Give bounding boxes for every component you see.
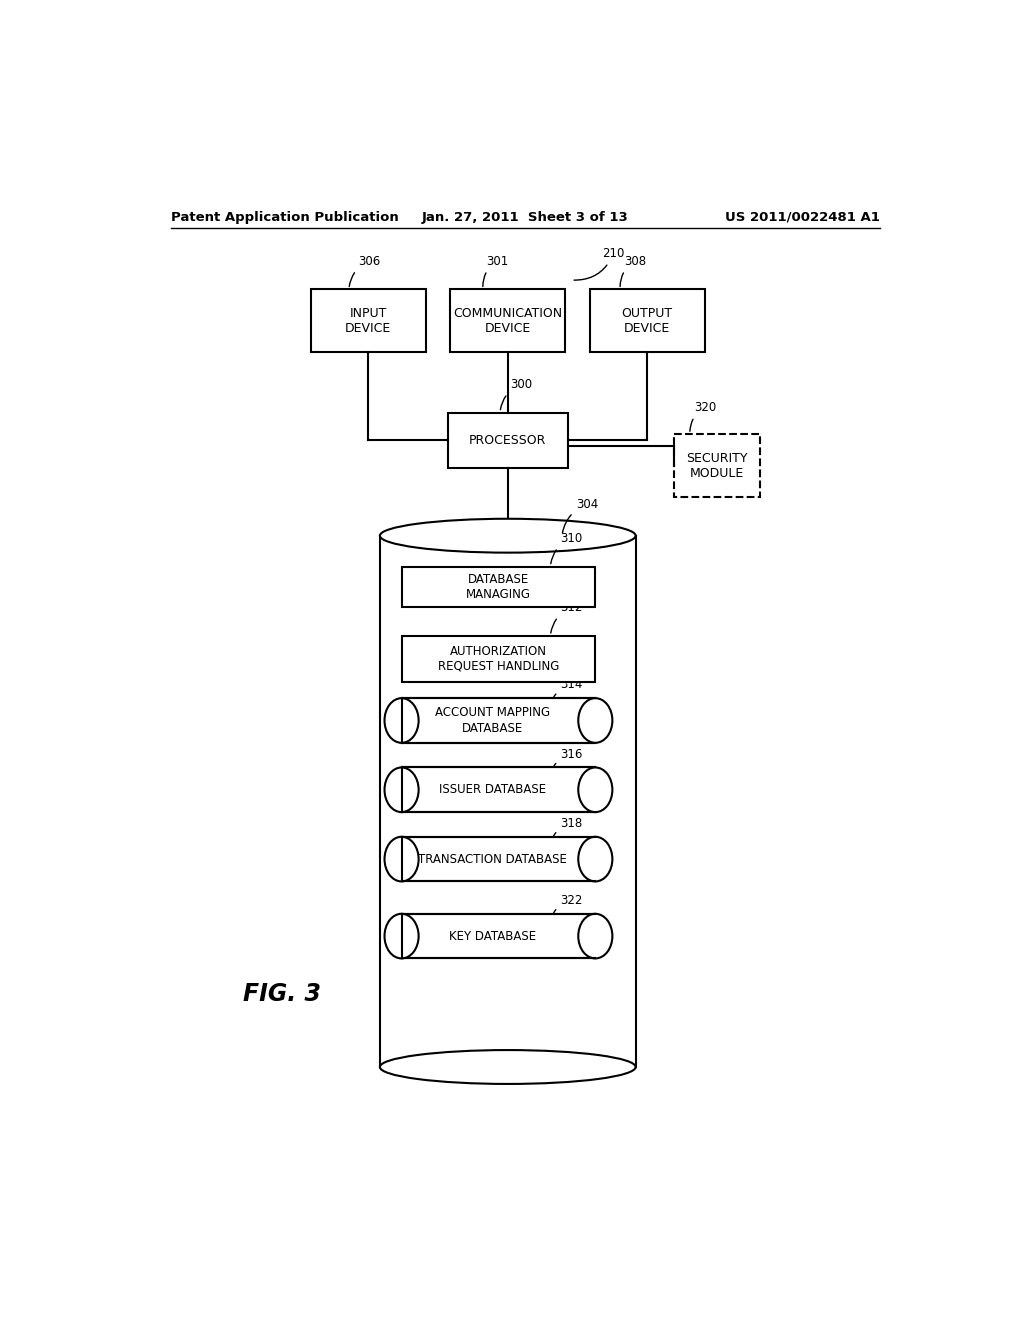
Text: 306: 306 [349, 255, 381, 286]
Text: Patent Application Publication: Patent Application Publication [171, 211, 398, 224]
Text: 316: 316 [551, 747, 583, 772]
Text: FIG. 3: FIG. 3 [243, 982, 321, 1006]
Ellipse shape [579, 837, 612, 882]
Ellipse shape [385, 767, 419, 812]
Text: INPUT
DEVICE: INPUT DEVICE [345, 306, 391, 335]
Text: 300: 300 [501, 378, 532, 409]
Text: 304: 304 [562, 498, 598, 533]
Text: 301: 301 [483, 255, 508, 286]
Text: US 2011/0022481 A1: US 2011/0022481 A1 [725, 211, 880, 224]
Text: 322: 322 [551, 894, 583, 917]
Ellipse shape [380, 1051, 636, 1084]
Text: 314: 314 [551, 678, 583, 702]
Ellipse shape [579, 698, 612, 743]
Text: COMMUNICATION
DEVICE: COMMUNICATION DEVICE [454, 306, 562, 335]
Text: 210: 210 [574, 247, 625, 280]
Bar [590, 289, 705, 352]
Bar [675, 434, 760, 498]
Ellipse shape [579, 913, 612, 958]
Text: 318: 318 [551, 817, 583, 841]
Ellipse shape [579, 767, 612, 812]
Text: 312: 312 [551, 601, 583, 634]
Text: AUTHORIZATION
REQUEST HANDLING: AUTHORIZATION REQUEST HANDLING [438, 645, 559, 673]
Ellipse shape [385, 698, 419, 743]
Bar [380, 536, 636, 1067]
Text: PROCESSOR: PROCESSOR [469, 434, 547, 446]
Text: 320: 320 [690, 401, 716, 432]
Text: DATABASE
MANAGING: DATABASE MANAGING [466, 573, 531, 601]
Bar [401, 913, 595, 958]
Bar [401, 837, 595, 882]
Text: Jan. 27, 2011  Sheet 3 of 13: Jan. 27, 2011 Sheet 3 of 13 [422, 211, 628, 224]
Bar [311, 289, 426, 352]
Text: ACCOUNT MAPPING
DATABASE: ACCOUNT MAPPING DATABASE [434, 706, 550, 734]
Text: OUTPUT
DEVICE: OUTPUT DEVICE [622, 306, 673, 335]
Bar [401, 636, 595, 682]
Bar [447, 412, 568, 467]
Ellipse shape [380, 519, 636, 553]
Bar [401, 698, 595, 743]
Text: KEY DATABASE: KEY DATABASE [449, 929, 536, 942]
Ellipse shape [385, 913, 419, 958]
Ellipse shape [385, 837, 419, 882]
Bar [401, 767, 595, 812]
Bar [451, 289, 565, 352]
Text: ISSUER DATABASE: ISSUER DATABASE [438, 783, 546, 796]
Text: TRANSACTION DATABASE: TRANSACTION DATABASE [418, 853, 566, 866]
Bar [401, 566, 595, 607]
Text: 308: 308 [621, 255, 646, 286]
Text: 310: 310 [551, 532, 583, 564]
Text: SECURITY
MODULE: SECURITY MODULE [686, 451, 748, 479]
